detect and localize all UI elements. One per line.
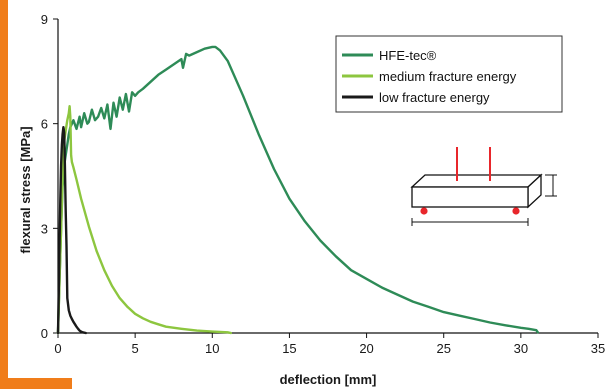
x-tick-label: 15 (282, 341, 296, 356)
support-left-dot (420, 207, 428, 215)
ticks-layer: 0 5 10 15 20 25 30 35 0 3 6 9 (41, 12, 605, 356)
series-layer (56, 45, 539, 335)
x-tick-label: 5 (132, 341, 139, 356)
orange-bottom-bar (0, 378, 72, 389)
y-tick-label: 3 (41, 221, 48, 236)
support-right-dot (512, 207, 520, 215)
series-line-low-fracture-energy (56, 125, 88, 335)
x-tick-label: 10 (205, 341, 219, 356)
legend-label-medium: medium fracture energy (379, 69, 517, 84)
y-tick-label: 9 (41, 12, 48, 27)
y-axis-label: flexural stress [MPa] (18, 126, 33, 253)
beam-front-face (411, 186, 529, 208)
legend-box (335, 35, 563, 113)
series-line-hfe-tec (56, 45, 539, 335)
y-tick-label: 0 (41, 326, 48, 341)
x-axis-label: deflection [mm] (280, 372, 377, 387)
y-tick-label: 6 (41, 117, 48, 132)
x-tick-label: 35 (591, 341, 605, 356)
beam-test-diagram (410, 147, 557, 226)
orange-side-bar (0, 0, 8, 389)
legend-label-hfe-tec: HFE-tec® (379, 48, 437, 63)
legend-label-low: low fracture energy (379, 90, 490, 105)
x-tick-label: 0 (54, 341, 61, 356)
x-tick-label: 30 (514, 341, 528, 356)
x-tick-label: 20 (359, 341, 373, 356)
series-line-medium-fracture-energy (56, 104, 233, 335)
x-tick-label: 25 (436, 341, 450, 356)
legend: HFE-tec® medium fracture energy low frac… (335, 35, 563, 113)
beam-top-face (410, 174, 543, 188)
